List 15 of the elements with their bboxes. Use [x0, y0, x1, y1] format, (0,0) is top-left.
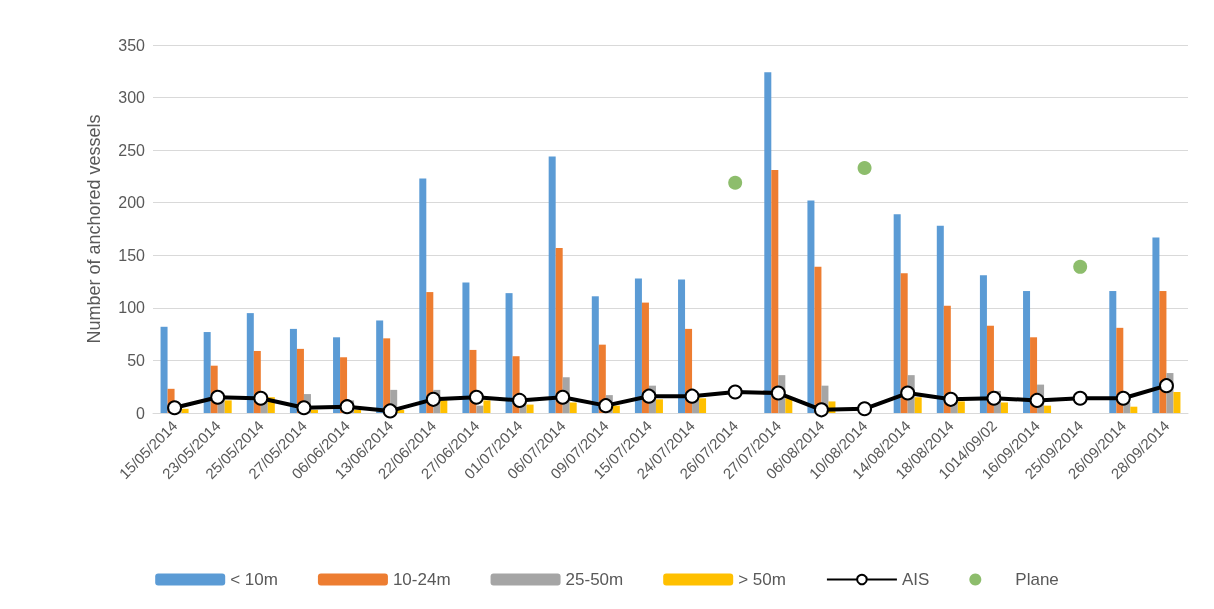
legend-label: AIS [901, 570, 930, 589]
legend-label: 10-24m [392, 570, 451, 589]
y-tick-label: 350 [118, 36, 146, 54]
legend-label: Plane [1015, 570, 1059, 589]
y-axis-title: Number of anchored vessels [84, 114, 104, 344]
y-tick-label: 0 [136, 404, 146, 422]
y-tick-label: 200 [118, 194, 146, 212]
y-tick-label: 250 [118, 141, 146, 159]
y-tick-label: 150 [118, 246, 146, 264]
legend-label: < 10m [230, 570, 278, 589]
y-tick-label: 100 [118, 299, 146, 317]
y-tick-label: 300 [118, 89, 146, 107]
legend-label: > 50m [738, 570, 786, 589]
legend-label: 25-50m [565, 570, 624, 589]
y-tick-label: 50 [127, 351, 146, 369]
